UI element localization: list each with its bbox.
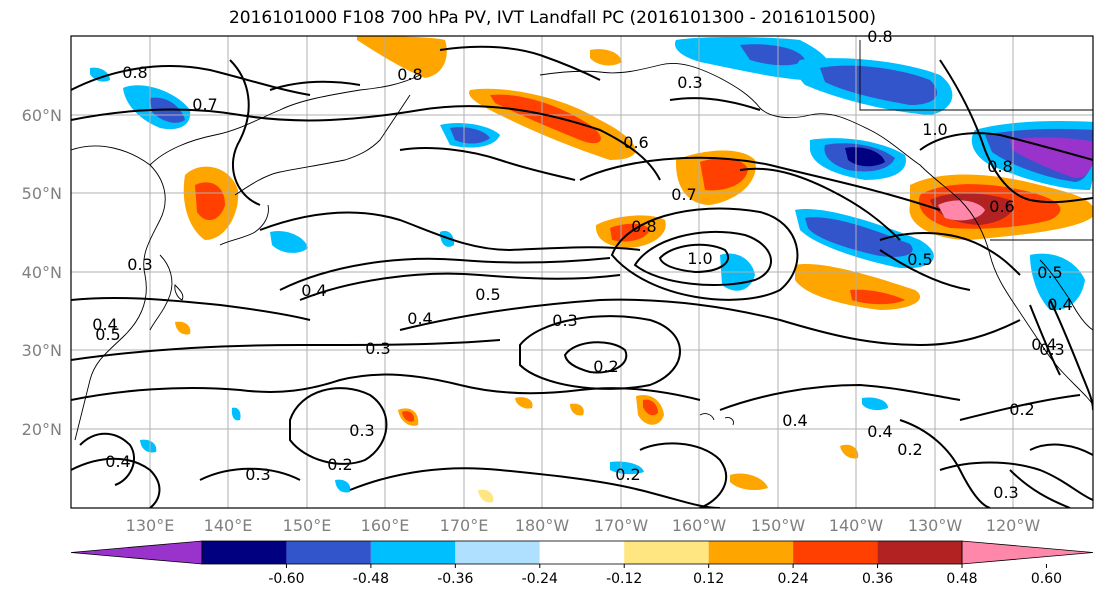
- contour-label: 0.2: [1009, 400, 1034, 419]
- lat-label: 30°N: [22, 341, 62, 360]
- contour-label: 0.6: [989, 197, 1014, 216]
- contour-label: 1.0: [922, 120, 947, 139]
- colorbar-tick-label: 0.36: [862, 571, 893, 587]
- colorbar-segment: [539, 541, 625, 564]
- contour-label: 0.5: [1037, 263, 1062, 282]
- contour-label: 0.4: [92, 315, 117, 334]
- contour-labels: 0.8 0.7 0.8 0.3 0.5 0.8 0.6 1.0 0.8 0.6 0.7 0.8 1.0 0…: [92, 27, 1072, 502]
- longitude-labels: 130°E 140°E 150°E 160°E 170°E 180°W 170°…: [126, 516, 1041, 535]
- contour-label: 0.8: [122, 63, 147, 82]
- colorbar-tick-label: -0.12: [606, 571, 642, 587]
- contour-label: 0.3: [245, 465, 270, 484]
- contour-label: 0.4: [1031, 335, 1056, 354]
- contour-label: 0.8: [987, 157, 1012, 176]
- colorbar-segment: [877, 541, 962, 564]
- contour-label: 0.3: [127, 255, 152, 274]
- lon-label: 150°E: [283, 516, 332, 535]
- contour-label: 0.2: [593, 357, 618, 376]
- pv-contours: [71, 45, 1093, 508]
- colorbar-tick-label: 0.12: [693, 571, 724, 587]
- colorbar: -0.60 -0.48 -0.36 -0.24 -0.12 0.12 0.24 0.36 0.4…: [70, 540, 1094, 587]
- lon-label: 170°W: [594, 516, 649, 535]
- colorbar-segment: [202, 541, 287, 564]
- contour-label: 0.3: [552, 311, 577, 330]
- lon-label: 140°W: [829, 516, 884, 535]
- contour-label: 0.8: [867, 27, 892, 46]
- contour-label: 0.4: [105, 452, 130, 471]
- map-frame: [70, 35, 1094, 509]
- contour-label: 0.3: [993, 483, 1018, 502]
- contour-label: 0.4: [407, 309, 432, 328]
- contour-label: 0.5: [475, 285, 500, 304]
- colorbar-tick-label: -0.60: [268, 571, 304, 587]
- contour-label: 0.4: [1047, 295, 1072, 314]
- colorbar-segment: [455, 541, 540, 564]
- contour-label: 0.4: [867, 422, 892, 441]
- pv-shading: [90, 36, 1093, 503]
- contour-label: 0.3: [349, 421, 374, 440]
- colorbar-segment: [708, 541, 794, 564]
- contour-label: 0.7: [192, 95, 217, 114]
- map-title: 2016101000 F108 700 hPa PV, IVT Landfall…: [228, 8, 876, 28]
- lon-label: 140°E: [204, 516, 253, 535]
- colorbar-segment: [624, 541, 709, 564]
- colorbar-tick-label: 0.24: [778, 571, 809, 587]
- contour-label: 0.2: [615, 465, 640, 484]
- lon-label: 120°W: [986, 516, 1041, 535]
- lon-label: 160°E: [361, 516, 410, 535]
- lat-label: 40°N: [22, 263, 62, 282]
- contour-label: 0.8: [397, 65, 422, 84]
- colorbar-tick-label: -0.48: [353, 571, 389, 587]
- lon-label: 130°W: [908, 516, 963, 535]
- colorbar-tick-label: 0.48: [946, 571, 977, 587]
- lon-label: 160°W: [672, 516, 727, 535]
- lat-label: 60°N: [22, 106, 62, 125]
- map-content: [71, 36, 1093, 508]
- lon-label: 150°W: [751, 516, 806, 535]
- colorbar-segment: [793, 541, 878, 564]
- contour-label: 0.2: [327, 455, 352, 474]
- colorbar-segment: [370, 541, 456, 564]
- contour-label: 0.3: [365, 339, 390, 358]
- lat-label: 20°N: [22, 420, 62, 439]
- colorbar-segment: [961, 540, 1094, 565]
- coastlines: [71, 40, 1093, 441]
- contour-label: 0.7: [671, 185, 696, 204]
- colorbar-tick-label: 0.60: [1031, 571, 1062, 587]
- colorbar-tick-label: -0.24: [522, 571, 558, 587]
- contour-label: 0.8: [631, 217, 656, 236]
- colorbar-segment: [286, 541, 371, 564]
- contour-label: 1.0: [687, 249, 712, 268]
- colorbar-segment: [70, 540, 203, 565]
- contour-label: 0.5: [95, 325, 120, 344]
- lon-label: 170°E: [440, 516, 489, 535]
- contour-label: 0.3: [677, 73, 702, 92]
- colorbar-tick-label: -0.36: [437, 571, 473, 587]
- contour-label: 0.4: [301, 281, 326, 300]
- contour-label: 0.5: [907, 250, 932, 269]
- contour-label: 0.6: [623, 133, 648, 152]
- colorbar-border: [201, 540, 963, 565]
- contour-label: 0.3: [1039, 340, 1064, 359]
- contour-label: 0.4: [782, 411, 807, 430]
- lat-label: 50°N: [22, 184, 62, 203]
- contour-label: 0.2: [897, 440, 922, 459]
- lon-label: 130°E: [126, 516, 175, 535]
- latitude-labels: 60°N 50°N 40°N 30°N 20°N: [22, 106, 62, 439]
- lon-label: 180°W: [515, 516, 570, 535]
